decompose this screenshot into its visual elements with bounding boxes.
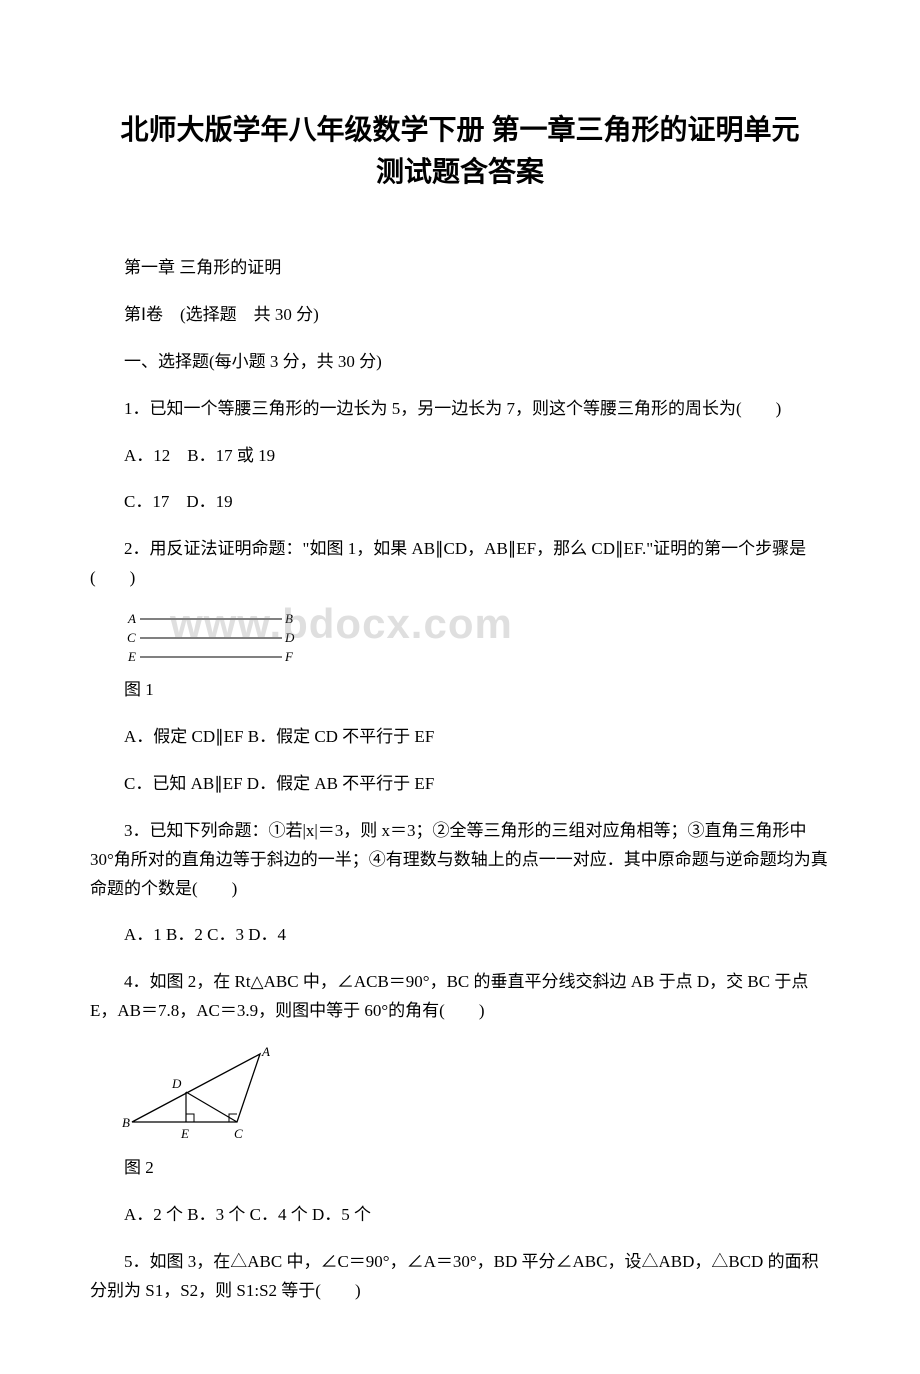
fig1-label-a: A [127,611,136,626]
fig2-label-a: A [261,1044,270,1059]
fig2-label-d: D [171,1076,182,1091]
q2-choices-ab: A．假定 CD∥EF B．假定 CD 不平行于 EF [90,723,830,752]
q3-choices: A．1 B．2 C．3 D．4 [90,921,830,950]
q1-choices-cd: C．17 D．19 [90,488,830,517]
q2-choices-cd: C．已知 AB∥EF D．假定 AB 不平行于 EF [90,770,830,799]
title-line1: 北师大版学年八年级数学下册 第一章三角形的证明单元 [120,115,799,146]
figure-2-caption: 图 2 [90,1154,830,1183]
fig2-label-b: B [122,1115,130,1130]
figure-1-caption: 图 1 [90,676,830,705]
q3-text: 3．已知下列命题：①若|x|＝3，则 x＝3；②全等三角形的三组对应角相等；③直… [90,817,830,904]
fig1-label-e: E [127,649,136,664]
q2-text: 2．用反证法证明命题："如图 1，如果 AB∥CD，AB∥EF，那么 CD∥EF… [90,535,830,593]
q1-text: 1．已知一个等腰三角形的一边长为 5，另一边长为 7，则这个等腰三角形的周长为(… [90,395,830,424]
q5-text: 5．如图 3，在△ABC 中，∠C＝90°，∠A＝30°，BD 平分∠ABC，设… [90,1248,830,1306]
fig1-label-f: F [284,649,294,664]
q1-choices-ab: A．12 B．17 或 19 [90,442,830,471]
title-line2: 测试题含答案 [376,157,544,188]
fig2-label-c: C [234,1126,243,1141]
q4-choices: A．2 个 B．3 个 C．4 个 D．5 个 [90,1201,830,1230]
section1-heading: 一、选择题(每小题 3 分，共 30 分) [90,348,830,377]
q4-text: 4．如图 2，在 Rt△ABC 中，∠ACB＝90°，BC 的垂直平分线交斜边 … [90,968,830,1026]
section1: 第Ⅰ卷 (选择题 共 30 分) [90,301,830,330]
fig1-label-c: C [127,630,136,645]
chapter-heading: 第一章 三角形的证明 [90,254,830,283]
fig1-label-b: B [285,611,293,626]
figure-2: A B C D E [122,1044,830,1144]
figure-1: A B C D E F [122,611,830,666]
page-title: 北师大版学年八年级数学下册 第一章三角形的证明单元 测试题含答案 [90,110,830,194]
fig2-label-e: E [180,1126,189,1141]
fig1-label-d: D [284,630,295,645]
